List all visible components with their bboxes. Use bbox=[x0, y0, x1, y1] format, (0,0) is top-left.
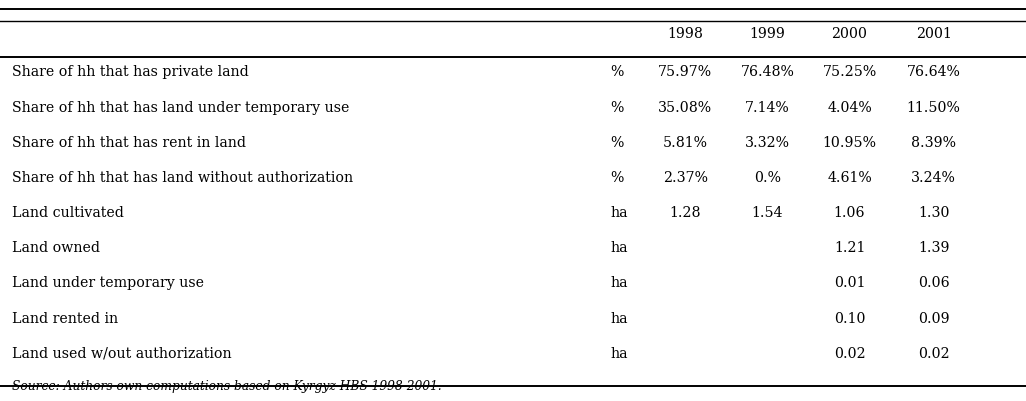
Text: ha: ha bbox=[610, 346, 628, 360]
Text: 0.10: 0.10 bbox=[834, 311, 865, 325]
Text: 1.06: 1.06 bbox=[834, 206, 865, 219]
Text: 11.50%: 11.50% bbox=[907, 100, 960, 114]
Text: 8.39%: 8.39% bbox=[911, 136, 956, 149]
Text: Land rented in: Land rented in bbox=[12, 311, 118, 325]
Text: ha: ha bbox=[610, 206, 628, 219]
Text: 75.97%: 75.97% bbox=[659, 65, 712, 79]
Text: 1998: 1998 bbox=[668, 27, 703, 41]
Text: 2.37%: 2.37% bbox=[663, 170, 708, 184]
Text: 1.54: 1.54 bbox=[752, 206, 783, 219]
Text: %: % bbox=[610, 65, 624, 79]
Text: 4.61%: 4.61% bbox=[827, 170, 872, 184]
Text: Land under temporary use: Land under temporary use bbox=[12, 276, 204, 290]
Text: 1999: 1999 bbox=[750, 27, 785, 41]
Text: 1.39: 1.39 bbox=[918, 241, 949, 255]
Text: 3.24%: 3.24% bbox=[911, 170, 956, 184]
Text: 35.08%: 35.08% bbox=[659, 100, 712, 114]
Text: 10.95%: 10.95% bbox=[823, 136, 876, 149]
Text: Land cultivated: Land cultivated bbox=[12, 206, 124, 219]
Text: Share of hh that has rent in land: Share of hh that has rent in land bbox=[12, 136, 246, 149]
Text: Share of hh that has land without authorization: Share of hh that has land without author… bbox=[12, 170, 353, 184]
Text: 0.06: 0.06 bbox=[918, 276, 949, 290]
Text: Land owned: Land owned bbox=[12, 241, 101, 255]
Text: 0.%: 0.% bbox=[754, 170, 781, 184]
Text: 0.02: 0.02 bbox=[834, 346, 865, 360]
Text: %: % bbox=[610, 170, 624, 184]
Text: 2000: 2000 bbox=[831, 27, 868, 41]
Text: Land used w/out authorization: Land used w/out authorization bbox=[12, 346, 232, 360]
Text: Share of hh that has private land: Share of hh that has private land bbox=[12, 65, 249, 79]
Text: 4.04%: 4.04% bbox=[827, 100, 872, 114]
Text: ha: ha bbox=[610, 311, 628, 325]
Text: Source: Authors own computations based on Kyrgyz HBS 1998-2001.: Source: Authors own computations based o… bbox=[12, 379, 442, 392]
Text: 1.28: 1.28 bbox=[670, 206, 701, 219]
Text: Share of hh that has land under temporary use: Share of hh that has land under temporar… bbox=[12, 100, 350, 114]
Text: ha: ha bbox=[610, 241, 628, 255]
Text: 0.02: 0.02 bbox=[918, 346, 949, 360]
Text: %: % bbox=[610, 100, 624, 114]
Text: 0.09: 0.09 bbox=[918, 311, 949, 325]
Text: 76.64%: 76.64% bbox=[907, 65, 960, 79]
Text: 5.81%: 5.81% bbox=[663, 136, 708, 149]
Text: 7.14%: 7.14% bbox=[745, 100, 790, 114]
Text: 1.30: 1.30 bbox=[918, 206, 949, 219]
Text: 0.01: 0.01 bbox=[834, 276, 865, 290]
Text: %: % bbox=[610, 136, 624, 149]
Text: 1.21: 1.21 bbox=[834, 241, 865, 255]
Text: 76.48%: 76.48% bbox=[741, 65, 794, 79]
Text: 75.25%: 75.25% bbox=[823, 65, 876, 79]
Text: ha: ha bbox=[610, 276, 628, 290]
Text: 2001: 2001 bbox=[916, 27, 951, 41]
Text: 3.32%: 3.32% bbox=[745, 136, 790, 149]
